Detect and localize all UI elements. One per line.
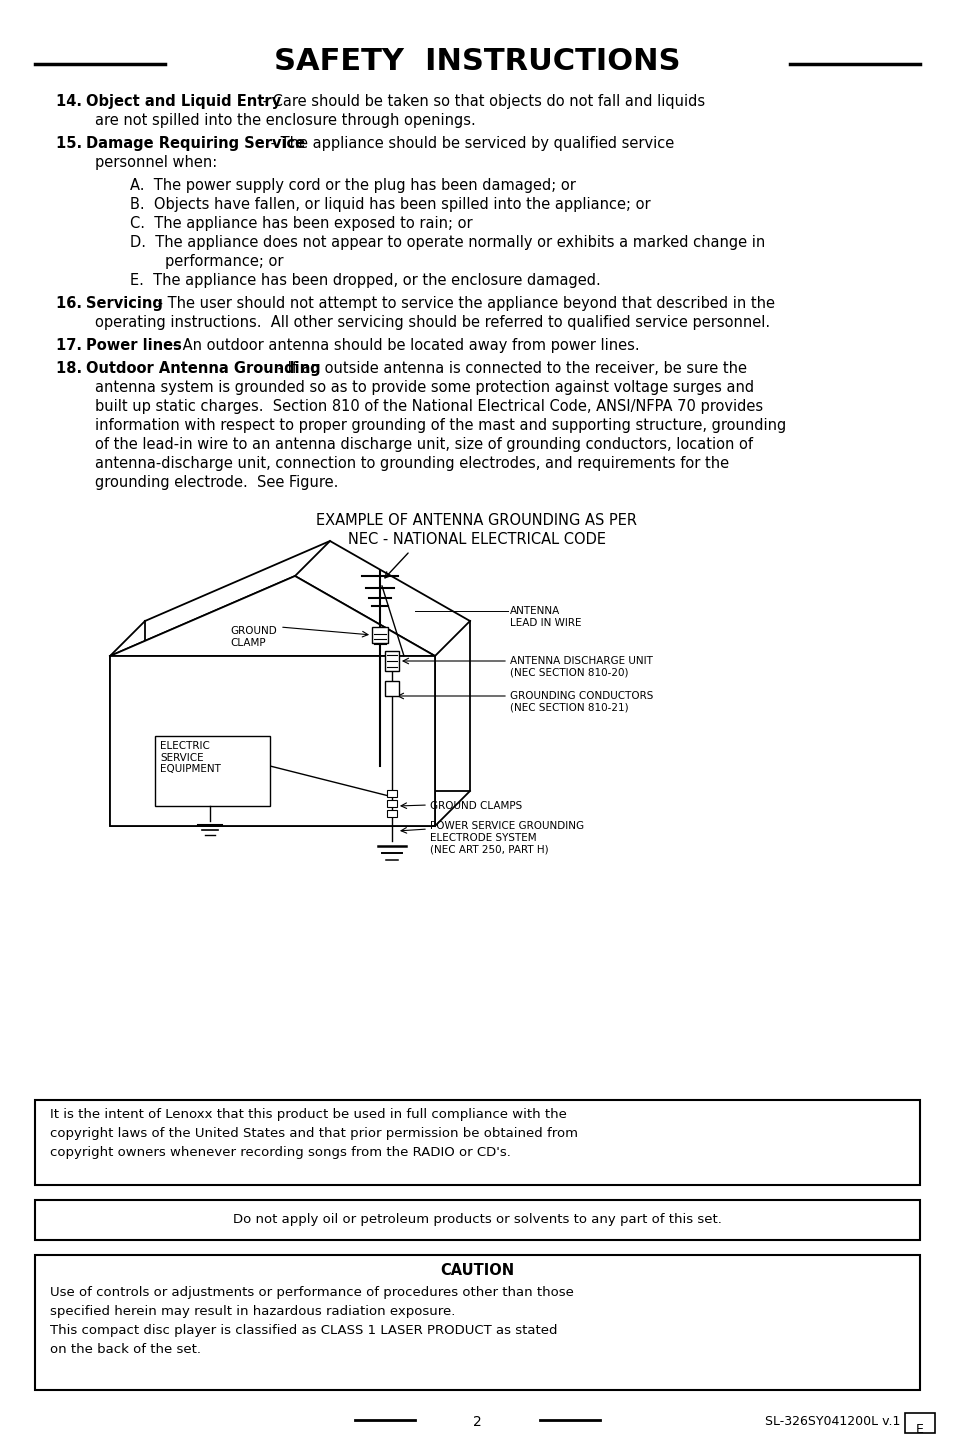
Bar [385,651,398,671]
Text: GROUNDING CONDUCTORS
(NEC SECTION 810-21): GROUNDING CONDUCTORS (NEC SECTION 810-21… [510,692,653,712]
Text: personnel when:: personnel when: [95,155,217,170]
Text: EXAMPLE OF ANTENNA GROUNDING AS PER: EXAMPLE OF ANTENNA GROUNDING AS PER [316,513,637,527]
Text: ANTENNA DISCHARGE UNIT
(NEC SECTION 810-20): ANTENNA DISCHARGE UNIT (NEC SECTION 810-… [510,655,652,677]
Text: of the lead-in wire to an antenna discharge unit, size of grounding conductors, : of the lead-in wire to an antenna discha… [95,437,752,452]
Text: E: E [915,1422,923,1436]
Bar [904,1412,934,1433]
Text: Object and Liquid Entry: Object and Liquid Entry [86,94,281,109]
Text: 2: 2 [472,1415,481,1428]
Text: NEC - NATIONAL ELECTRICAL CODE: NEC - NATIONAL ELECTRICAL CODE [348,532,605,546]
Text: Power lines: Power lines [86,339,182,353]
Text: antenna system is grounded so as to provide some protection against voltage surg: antenna system is grounded so as to prov… [95,381,753,395]
Text: 15.: 15. [56,137,87,151]
Text: This compact disc player is classified as CLASS 1 LASER PRODUCT as stated: This compact disc player is classified a… [50,1324,557,1337]
Text: are not spilled into the enclosure through openings.: are not spilled into the enclosure throu… [95,113,476,128]
Text: - The appliance should be serviced by qualified service: - The appliance should be serviced by qu… [266,137,674,151]
Text: copyright laws of the United States and that prior permission be obtained from: copyright laws of the United States and … [50,1128,578,1141]
Text: It is the intent of Lenoxx that this product be used in full compliance with the: It is the intent of Lenoxx that this pro… [50,1109,566,1122]
Text: copyright owners whenever recording songs from the RADIO or CD's.: copyright owners whenever recording song… [50,1146,511,1159]
Bar [387,790,396,798]
Text: D.  The appliance does not appear to operate normally or exhibits a marked chang: D. The appliance does not appear to oper… [130,235,764,250]
Text: ANTENNA
LEAD IN WIRE: ANTENNA LEAD IN WIRE [510,606,581,628]
Text: grounding electrode.  See Figure.: grounding electrode. See Figure. [95,475,338,490]
Text: GROUND CLAMPS: GROUND CLAMPS [430,801,521,811]
Text: performance; or: performance; or [165,254,283,269]
Text: - Care should be taken so that objects do not fall and liquids: - Care should be taken so that objects d… [258,94,705,109]
Text: - The user should not attempt to service the appliance beyond that described in : - The user should not attempt to service… [153,296,775,311]
Text: C.  The appliance has been exposed to rain; or: C. The appliance has been exposed to rai… [130,216,472,231]
Text: - An outdoor antenna should be located away from power lines.: - An outdoor antenna should be located a… [169,339,639,353]
Text: 16.: 16. [56,296,87,311]
Text: built up static charges.  Section 810 of the National Electrical Code, ANSI/NFPA: built up static charges. Section 810 of … [95,400,762,414]
Text: - If an outside antenna is connected to the receiver, be sure the: - If an outside antenna is connected to … [274,360,747,376]
Bar [35,1100,919,1186]
Text: Use of controls or adjustments or performance of procedures other than those: Use of controls or adjustments or perfor… [50,1286,574,1299]
Text: ELECTRIC
SERVICE
EQUIPMENT: ELECTRIC SERVICE EQUIPMENT [160,741,221,774]
Text: information with respect to proper grounding of the mast and supporting structur: information with respect to proper groun… [95,418,785,433]
Text: POWER SERVICE GROUNDING
ELECTRODE SYSTEM
(NEC ART 250, PART H): POWER SERVICE GROUNDING ELECTRODE SYSTEM… [430,821,583,854]
Bar [387,801,396,806]
Text: B.  Objects have fallen, or liquid has been spilled into the appliance; or: B. Objects have fallen, or liquid has be… [130,198,650,212]
Text: antenna-discharge unit, connection to grounding electrodes, and requirements for: antenna-discharge unit, connection to gr… [95,456,728,471]
Text: Servicing: Servicing [86,296,163,311]
Bar [387,809,396,817]
Bar [154,737,270,806]
Text: 18.: 18. [56,360,87,376]
Text: specified herein may result in hazardous radiation exposure.: specified herein may result in hazardous… [50,1305,455,1318]
Text: on the back of the set.: on the back of the set. [50,1343,201,1356]
Polygon shape [110,575,435,655]
Text: CAUTION: CAUTION [439,1263,514,1279]
Text: SL-326SY041200L v.1: SL-326SY041200L v.1 [763,1415,899,1428]
Bar [35,1200,919,1239]
Text: Outdoor Antenna Grounding: Outdoor Antenna Grounding [86,360,320,376]
Bar [385,681,398,696]
Bar [372,628,388,644]
Text: E.  The appliance has been dropped, or the enclosure damaged.: E. The appliance has been dropped, or th… [130,273,600,288]
Text: Damage Requiring Service: Damage Requiring Service [86,137,305,151]
Text: 17.: 17. [56,339,87,353]
Text: Do not apply oil or petroleum products or solvents to any part of this set.: Do not apply oil or petroleum products o… [233,1213,720,1226]
Text: GROUND
CLAMP: GROUND CLAMP [230,626,276,648]
Text: 14.: 14. [56,94,87,109]
Bar [35,1255,919,1391]
Text: SAFETY  INSTRUCTIONS: SAFETY INSTRUCTIONS [274,48,679,77]
Bar [110,655,435,825]
Text: operating instructions.  All other servicing should be referred to qualified ser: operating instructions. All other servic… [95,315,769,330]
Text: A.  The power supply cord or the plug has been damaged; or: A. The power supply cord or the plug has… [130,179,576,193]
